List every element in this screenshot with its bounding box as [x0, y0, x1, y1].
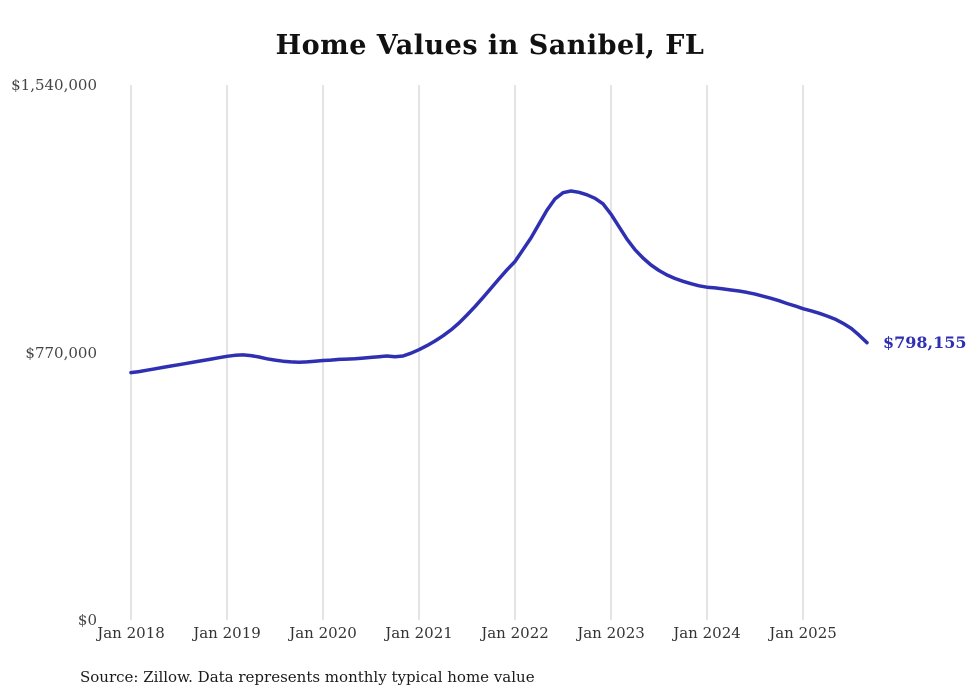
- x-axis-label: Jan 2020: [289, 624, 357, 642]
- y-axis-label-zero: $0: [77, 611, 97, 629]
- x-axis-label: Jan 2024: [673, 624, 741, 642]
- y-axis-label-mid: $770,000: [25, 344, 97, 362]
- x-axis-label: Jan 2018: [97, 624, 165, 642]
- x-axis-label: Jan 2019: [193, 624, 261, 642]
- x-axis-label: Jan 2025: [769, 624, 837, 642]
- x-axis-label: Jan 2023: [577, 624, 645, 642]
- x-axis-label: Jan 2022: [481, 624, 549, 642]
- source-attribution: Source: Zillow. Data represents monthly …: [80, 668, 535, 686]
- series-end-value-label: $798,155: [883, 332, 967, 352]
- y-axis-label-max: $1,540,000: [11, 76, 97, 94]
- x-axis-label: Jan 2021: [385, 624, 453, 642]
- home-value-line-series: [129, 189, 869, 375]
- chart-title: Home Values in Sanibel, FL: [275, 30, 705, 61]
